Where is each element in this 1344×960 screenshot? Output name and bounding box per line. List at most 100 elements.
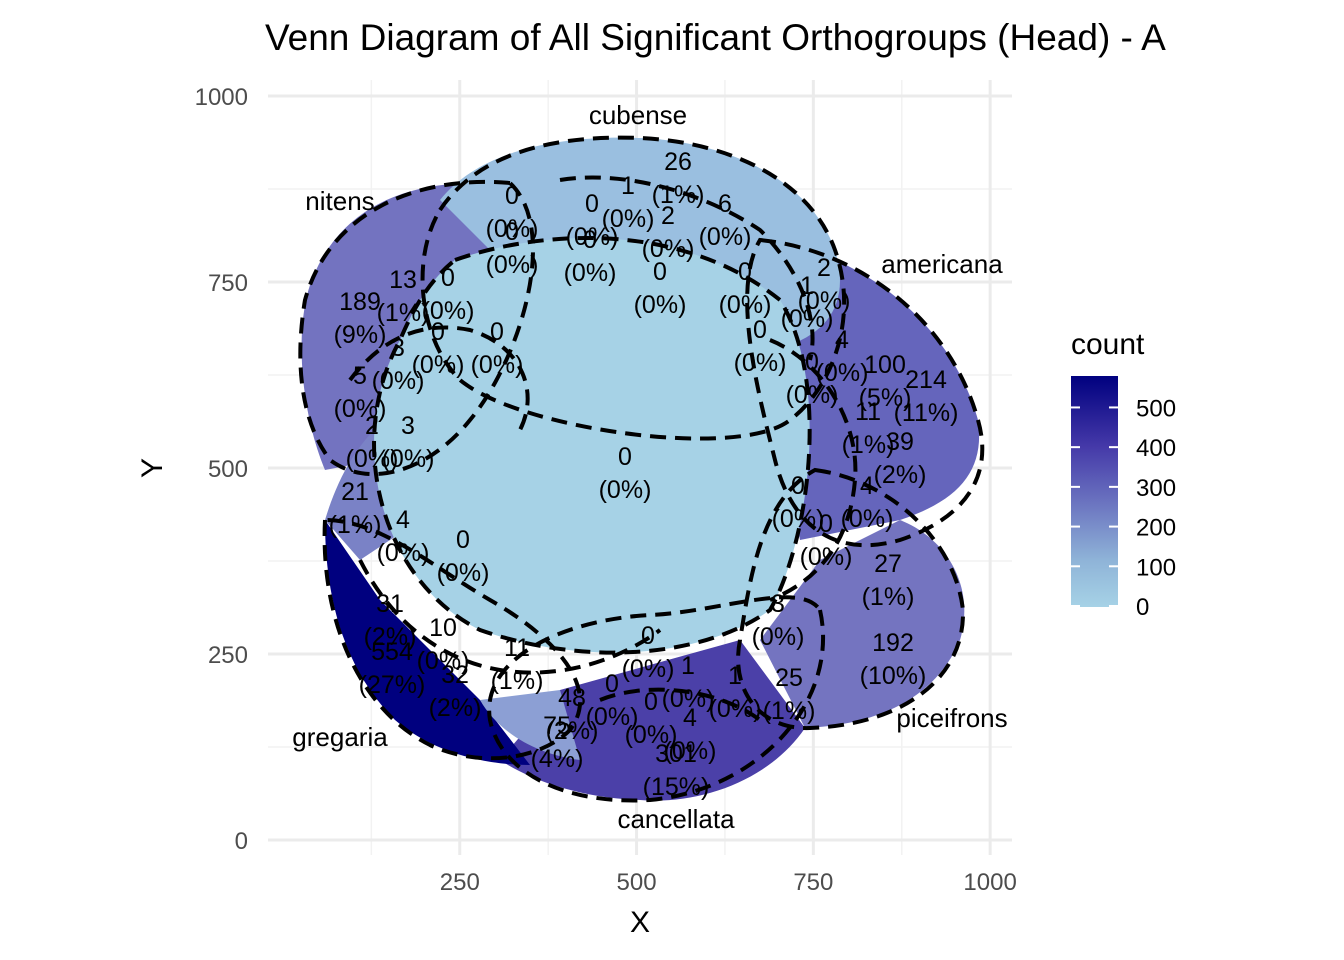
region-label: 1 (0%) xyxy=(602,172,655,233)
region-label: 0(0%) xyxy=(422,264,475,325)
region-count: 5 xyxy=(353,362,367,390)
region-label: 2 (0%) xyxy=(798,254,851,315)
legend-tick-label: 200 xyxy=(1136,515,1176,542)
region-label: 301 (15%) xyxy=(643,740,710,801)
outline-inner-4 xyxy=(769,338,858,602)
legend-title: count xyxy=(1071,328,1145,361)
region-percent: (0%) xyxy=(816,359,869,387)
region-label: 0(0%) xyxy=(586,670,639,731)
region-percent: (0%) xyxy=(382,445,435,473)
region-label: 27 (1%) xyxy=(862,550,915,611)
region-percent: (0%) xyxy=(798,287,851,315)
region-label: 0(0%) xyxy=(625,688,678,749)
region-percent: (0%) xyxy=(346,445,399,473)
region-percent: (0%) xyxy=(625,721,678,749)
region-count: 0 xyxy=(791,472,805,500)
region-percent: (0%) xyxy=(471,351,524,379)
set-label-cubense: cubense xyxy=(589,100,687,130)
set-label-cancellata: cancellata xyxy=(617,804,735,834)
region-count: 0 xyxy=(618,443,632,471)
region-label: 2 (0%) xyxy=(346,412,399,473)
region-percent: (0%) xyxy=(564,259,617,287)
region-count: 4 xyxy=(683,704,697,732)
region-percent: (27%) xyxy=(359,671,426,699)
region-percent: (0%) xyxy=(786,381,839,409)
legend-tick-label: 400 xyxy=(1136,435,1176,462)
region-percent: (4%) xyxy=(531,745,584,773)
region-count: 0 xyxy=(583,226,597,254)
region-count: 2 xyxy=(365,412,379,440)
region-label: 0 (0%) xyxy=(772,472,825,533)
region-count: 0 xyxy=(456,526,470,554)
region-label: 2 (0%) xyxy=(642,202,695,263)
region-label: 3 (0%) xyxy=(372,334,425,395)
region-percent: (1%) xyxy=(842,431,895,459)
region-label: 13 (1%) xyxy=(377,266,430,327)
region-label: 75 (4%) xyxy=(531,712,584,773)
region-count: 32 xyxy=(441,661,469,689)
region-label: 26 (1%) xyxy=(652,148,705,209)
set-fills xyxy=(301,137,980,801)
region-percent: (1%) xyxy=(652,181,705,209)
region-count: 1 xyxy=(728,662,742,690)
region-count: 6 xyxy=(718,190,732,218)
set-label-gregaria: gregaria xyxy=(292,722,388,752)
legend-ticks: 0 100 200 300 400 500 xyxy=(1071,395,1176,621)
set-label-americana: americana xyxy=(881,249,1003,279)
region-count: 0 xyxy=(753,316,767,344)
region-percent: (0%) xyxy=(719,291,772,319)
set-shape-cancellata-inner xyxy=(480,690,580,760)
y-tick-label: 250 xyxy=(208,642,248,669)
region-count: 4 xyxy=(835,326,849,354)
region-label: 0(0%) xyxy=(412,318,465,379)
region-count: 11 xyxy=(855,398,881,426)
region-percent: (0%) xyxy=(566,223,619,251)
region-percent: (0%) xyxy=(781,305,834,333)
region-label: 0(0%) xyxy=(599,443,652,504)
region-label: 0(0%) xyxy=(719,258,772,319)
region-label: 32 (2%) xyxy=(429,661,482,722)
region-label: 0(0%) xyxy=(486,218,539,279)
region-label: 0 (0%) xyxy=(471,318,524,379)
region-count: 25 xyxy=(775,664,803,692)
region-label: 0(0%) xyxy=(734,316,787,377)
y-tick-label: 500 xyxy=(208,456,248,483)
region-label: 0(0%) xyxy=(564,226,617,287)
region-percent: (0%) xyxy=(437,559,490,587)
region-label: 192 (10%) xyxy=(860,629,927,690)
legend-tick-label: 300 xyxy=(1136,475,1176,502)
region-count: 554 xyxy=(371,638,413,666)
region-count: 1 xyxy=(621,172,635,200)
region-label: 0 (0%) xyxy=(800,510,853,571)
set-outlines xyxy=(298,135,985,803)
region-percent: (1%) xyxy=(491,667,544,695)
region-count: 0 xyxy=(653,258,667,286)
region-percent: (1%) xyxy=(329,511,382,539)
region-percent: (11%) xyxy=(894,399,959,427)
region-count: 0 xyxy=(819,510,833,538)
region-label: 39 (2%) xyxy=(874,428,927,489)
region-label: 3 (0%) xyxy=(382,412,435,473)
region-percent: (9%) xyxy=(334,321,387,349)
region-label: 4 (0%) xyxy=(664,704,717,765)
region-percent: (0%) xyxy=(622,655,675,683)
region-label: 11 (1%) xyxy=(842,398,895,459)
region-count: 0 xyxy=(441,264,455,292)
region-label: 1 (0%) xyxy=(709,662,762,723)
x-axis-title: X xyxy=(630,906,650,939)
region-count: 2 xyxy=(817,254,831,282)
region-percent: (0%) xyxy=(772,505,825,533)
x-tick-label: 500 xyxy=(617,869,657,896)
region-count: 31 xyxy=(376,590,404,618)
region-percent: (0%) xyxy=(800,543,853,571)
region-count: 10 xyxy=(429,614,457,642)
region-percent: (0%) xyxy=(642,235,695,263)
set-labels: cubense americana piceifrons cancellata … xyxy=(292,100,1007,834)
region-count: 1 xyxy=(681,652,695,680)
region-count: 0 xyxy=(490,318,504,346)
region-percent: (0%) xyxy=(586,703,639,731)
region-count: 27 xyxy=(874,550,902,578)
outline-piceifrons xyxy=(736,467,966,731)
